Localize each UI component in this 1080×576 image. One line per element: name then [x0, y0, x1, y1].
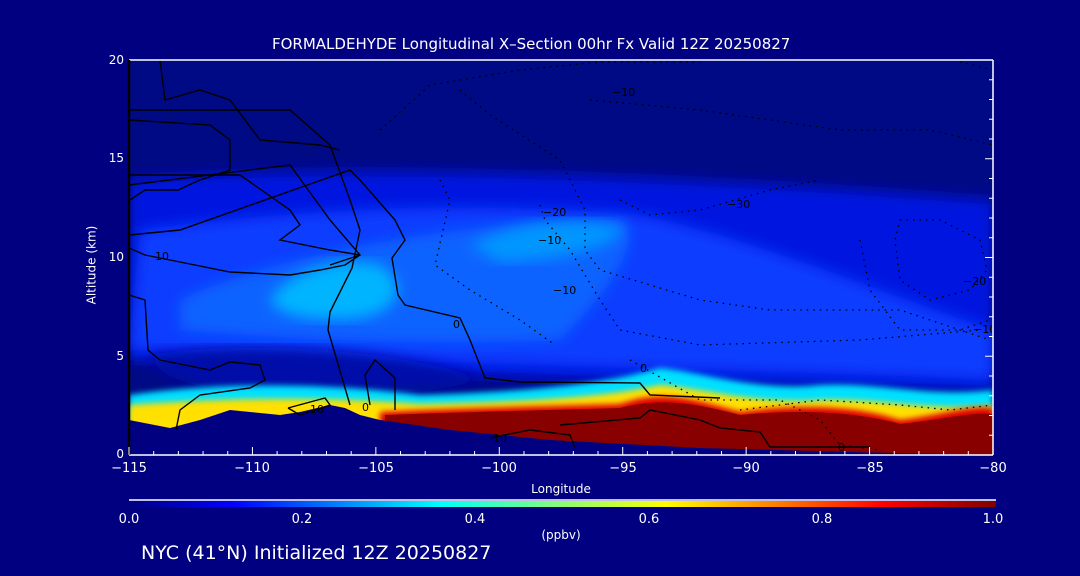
contour-label: 0: [640, 362, 647, 375]
negative-contours: [379, 61, 993, 451]
y-tick-label: 5: [116, 349, 124, 363]
x-tick-label: −115: [111, 461, 147, 476]
contour-label: −10: [553, 284, 576, 297]
chart-title: FORMALDEHYDE Longitudinal X–Section 00hr…: [272, 35, 791, 53]
contour-label: −30: [727, 198, 750, 211]
contour-label: 0: [362, 401, 369, 414]
contour-label: −20: [963, 275, 986, 288]
x-tick-label: −100: [481, 461, 517, 476]
colorbar-units: (ppbv): [541, 528, 581, 542]
colorbar-tick-label: 0.8: [811, 512, 833, 527]
contour-label: −20: [543, 206, 566, 219]
colorbar-tick-label: 0.2: [291, 512, 313, 527]
contour-label: 10: [155, 250, 169, 263]
footer-caption: NYC (41°N) Initialized 12Z 20250827: [141, 542, 492, 564]
y-tick-label: 0: [116, 447, 124, 461]
contour-label: −10: [973, 323, 996, 336]
positive-contours: [129, 60, 870, 449]
y-tick-label: 10: [108, 250, 124, 264]
colorbar-tick-label: 1.0: [982, 512, 1004, 527]
colorbar-tick-label: 0.4: [464, 512, 486, 527]
field-fill: 10 0 10 −20 −10 0 10 −30 −10 0 −20 −10 −…: [129, 60, 996, 455]
colorbar-tick-label: 0.0: [118, 512, 140, 527]
x-tick-label: −90: [732, 461, 760, 476]
x-axis-title: Longitude: [531, 482, 591, 496]
x-tick-label: −95: [609, 461, 637, 476]
contour-label: 10: [493, 432, 507, 445]
contour-label: −10: [612, 86, 635, 99]
contour-label: 0: [838, 441, 845, 454]
contour-label: −10: [538, 234, 561, 247]
x-tick-marks: [128, 447, 994, 455]
contour-labels: 10 0 10 −20 −10 0 10 −30 −10 0 −20 −10 −…: [155, 86, 996, 454]
contour-label: 0: [453, 318, 460, 331]
cyan-maximum: [270, 261, 398, 320]
y-tick-label: 15: [108, 151, 124, 165]
x-tick-label: −80: [979, 461, 1007, 476]
colorbar-tick-label: 0.6: [638, 512, 660, 527]
x-tick-label: −85: [856, 461, 884, 476]
x-tick-label: −110: [234, 461, 270, 476]
terrain: [129, 405, 993, 455]
contour-label: 10: [310, 403, 324, 416]
y-tick-label: 20: [108, 53, 124, 67]
y-tick-marks: [985, 59, 993, 456]
colorbar: [129, 501, 996, 507]
x-tick-label: −105: [358, 461, 394, 476]
y-axis-title: Altitude (km): [84, 225, 99, 305]
